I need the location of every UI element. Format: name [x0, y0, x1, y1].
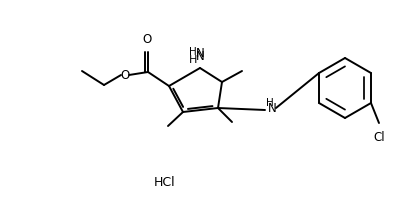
Text: H: H	[189, 47, 197, 57]
Text: N: N	[268, 101, 277, 115]
Text: H: H	[266, 98, 274, 108]
Text: N: N	[196, 50, 204, 63]
Text: Cl: Cl	[373, 131, 385, 144]
Text: HCl: HCl	[154, 176, 176, 188]
Text: O: O	[120, 69, 129, 81]
Text: N: N	[196, 47, 204, 60]
Text: H: H	[189, 55, 197, 65]
Text: O: O	[142, 33, 152, 46]
